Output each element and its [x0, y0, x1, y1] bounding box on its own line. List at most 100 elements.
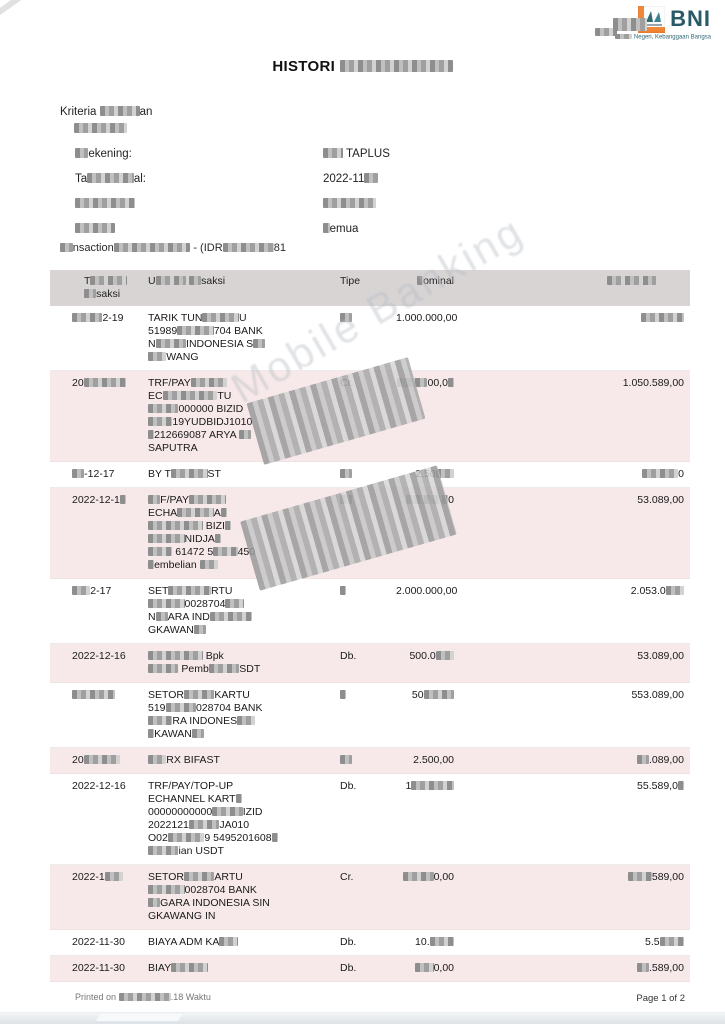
cell-description: BY T ST	[142, 461, 334, 488]
cell-date	[50, 682, 142, 748]
column-header: ominal	[390, 270, 460, 306]
redaction-block	[87, 173, 134, 183]
table-row: 2022-12-1 F/PAY ECHA A BIZI NIDJA 61472 5 450…	[50, 487, 690, 579]
redaction-block	[75, 148, 89, 158]
table-row: 2022-11-30 BIAYA ADM KA Db. 10. 5.5	[50, 929, 690, 956]
cell-date: 2-19	[50, 306, 142, 371]
redaction-block	[323, 198, 377, 208]
redaction-block	[340, 469, 353, 478]
band-notch	[95, 1014, 183, 1021]
cell-date: 20	[50, 370, 142, 462]
cell-description: TRF/PAY EC TU 000000 BIZID 19YUDBIDJ1010 2126…	[142, 370, 334, 462]
bni-sail-glyph	[645, 11, 663, 26]
cell-nominal: 0	[390, 487, 460, 579]
redaction-block	[83, 755, 121, 764]
redaction-block	[641, 313, 684, 322]
redaction-block	[429, 937, 454, 946]
redaction-block	[72, 313, 103, 322]
redaction-block	[627, 872, 652, 881]
redaction-block	[237, 716, 256, 725]
redaction-block	[636, 963, 649, 972]
redaction-block	[148, 430, 155, 439]
redaction-block	[162, 391, 218, 400]
column-header	[460, 270, 690, 306]
cell-type: Db.	[334, 773, 390, 865]
cell-description: SET RTU 0028704 N ARA IND GKAWAN	[142, 578, 334, 644]
cell-description: Bpk Pemb SDT	[142, 643, 334, 683]
redaction-block	[183, 872, 215, 881]
cell-saldo	[460, 306, 690, 371]
redaction-block	[423, 690, 454, 699]
redaction-block	[364, 173, 378, 183]
redaction-block	[665, 586, 684, 595]
cell-nominal: 10.	[390, 929, 460, 956]
table-row: 20 RX BIFAST 2.500,00.089,00	[50, 747, 690, 774]
criteria-row: Ta al: 2022-11	[60, 173, 390, 185]
redaction-block	[75, 223, 116, 233]
bni-logo: BNI Negeri, Kebanggaan Bangsa	[593, 6, 711, 40]
cell-saldo: 589,00	[460, 864, 690, 930]
cell-date: 2-17	[50, 578, 142, 644]
redaction-block	[340, 313, 353, 322]
cell-saldo: 53.089,00	[460, 643, 690, 683]
cell-type	[334, 461, 390, 488]
redaction-block	[212, 807, 243, 816]
redaction-block	[177, 508, 214, 517]
cell-type: Cr.	[334, 864, 390, 930]
criteria-label-status	[60, 223, 323, 235]
cell-saldo: 553.089,00	[460, 682, 690, 748]
redaction-block	[323, 223, 330, 233]
redaction-block	[148, 664, 179, 673]
redaction-block	[148, 404, 179, 413]
cell-date: 2022-11-30	[50, 929, 142, 956]
criteria-label-rekening: ekening:	[60, 148, 323, 160]
criteria-label-tanggal: Ta al:	[75, 173, 146, 185]
redaction-block	[214, 534, 221, 543]
cell-nominal: 0,00	[390, 955, 460, 982]
redaction-block	[113, 242, 191, 252]
cell-nominal: 0,00	[390, 864, 460, 930]
cell-nominal: 1	[390, 773, 460, 865]
cell-date: 2022-12-1	[50, 487, 142, 579]
redaction-block	[148, 534, 185, 543]
redaction-block	[209, 612, 253, 621]
criteria-label-redacted	[60, 198, 323, 210]
criteria-section: Kriteria an ekening: TAPLUS Ta al: 2022-1…	[60, 106, 390, 235]
redaction-block	[191, 729, 204, 738]
bni-tagline: Negeri, Kebanggaan Bangsa	[593, 34, 711, 40]
redaction-block	[235, 794, 242, 803]
cell-type: Cr.	[334, 370, 390, 462]
cell-nominal: 2.000.000,00	[390, 578, 460, 644]
redaction-block	[447, 378, 454, 387]
criteria-value-redacted	[323, 198, 377, 210]
redaction-block	[148, 560, 155, 569]
redaction-block	[170, 469, 208, 478]
column-header: U saksi	[142, 270, 334, 306]
redaction-block	[148, 599, 185, 608]
cell-saldo: 5.5	[460, 929, 690, 956]
cell-saldo: .589,00	[460, 955, 690, 982]
cell-nominal: 1.000.000,00	[390, 306, 460, 371]
cell-type	[334, 682, 390, 748]
redaction-block	[190, 378, 228, 387]
redaction-block	[171, 963, 208, 972]
redaction-block	[148, 755, 167, 764]
redaction-block	[405, 495, 449, 504]
redaction-block	[613, 18, 647, 31]
redaction-block	[224, 521, 232, 530]
table-row: 2022-1 SETOR ARTU 0028704 BANK GARA INDONESI…	[50, 864, 690, 930]
printed-timestamp: Printed on .18 Waktu	[75, 992, 211, 1002]
redaction-block	[177, 326, 214, 335]
cell-saldo: 0	[460, 461, 690, 488]
cell-nominal: 500.0	[390, 643, 460, 683]
redaction-block	[74, 123, 128, 133]
cell-date: 2022-12-16	[50, 773, 142, 865]
redaction-block	[339, 59, 453, 73]
redaction-block	[84, 289, 97, 298]
cell-description: TARIK TUN U 51989 704 BANK N INDONESIA S WANG	[142, 306, 334, 371]
page-number: Page 1 of 2	[636, 993, 685, 1004]
